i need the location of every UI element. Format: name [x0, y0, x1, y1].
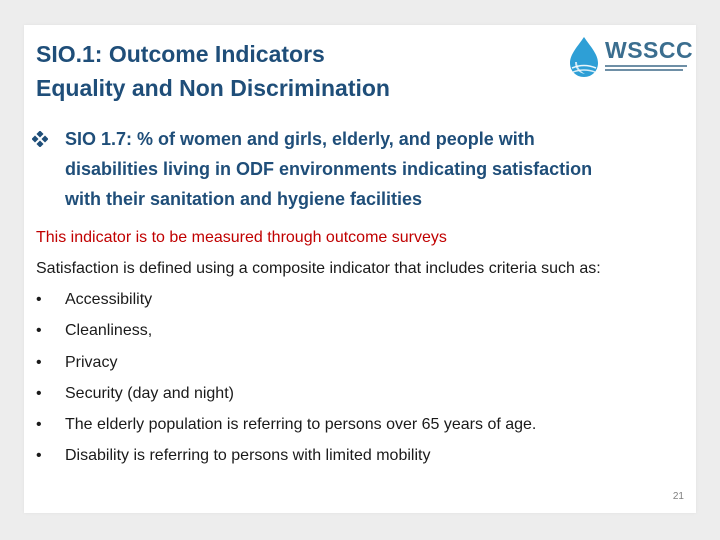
heading-line-2: disabilities living in ODF environments … — [65, 159, 593, 179]
slide: SIO.1: Outcome Indicators Equality and N… — [24, 25, 696, 513]
list-item-text: Accessibility — [65, 291, 153, 308]
slide-title: SIO.1: Outcome Indicators Equality and N… — [36, 37, 390, 105]
list-item-text: Security (day and night) — [65, 384, 234, 402]
satisfaction-definition: Satisfaction is defined using a composit… — [36, 260, 601, 277]
logo-tagline — [605, 65, 687, 74]
measurement-note: This indicator is to be measured through… — [36, 229, 447, 246]
bullet-symbol: • — [36, 416, 42, 434]
list-item-text: Disability is referring to persons with … — [65, 447, 431, 465]
heading-line-3: with their sanitation and hygiene facili… — [65, 189, 423, 209]
logo-name: WSSCC — [605, 37, 694, 63]
list-item-text: Privacy — [65, 353, 118, 371]
heading-text: SIO 1.7: % of women and girls, elderly, … — [65, 124, 692, 214]
heading-line-1: SIO 1.7: % of women and girls, elderly, … — [65, 129, 535, 149]
water-drop-logo-icon — [570, 37, 598, 77]
slide-number: 21 — [672, 491, 684, 502]
bullet-symbol: • — [36, 291, 42, 308]
bullet-symbol: • — [36, 384, 42, 402]
wsscc-logo: WSSCC — [565, 35, 694, 79]
list-item-text: The elderly population is referring to p… — [65, 416, 537, 434]
list-item-text: Cleanliness, — [65, 322, 153, 340]
bullet-symbol: • — [36, 353, 42, 371]
diamond-bullet-icon — [32, 131, 48, 147]
bullet-symbol: • — [36, 322, 42, 340]
title-line-1: SIO.1: Outcome Indicators — [36, 41, 325, 67]
title-line-2: Equality and Non Discrimination — [36, 75, 390, 101]
bullet-symbol: • — [36, 447, 42, 465]
